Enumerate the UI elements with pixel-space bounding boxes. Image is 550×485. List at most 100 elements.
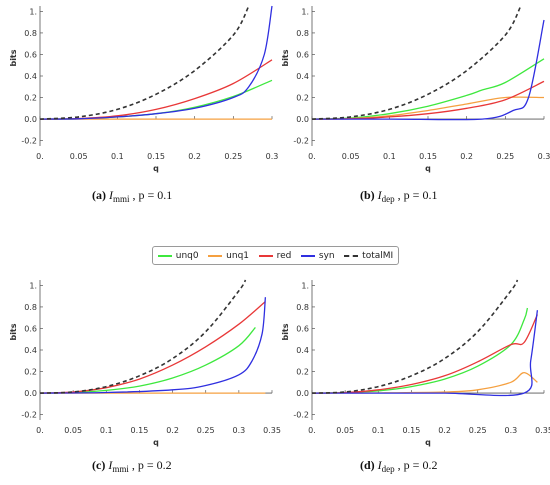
x-tick-label: 0.25: [224, 152, 242, 161]
plot-c: -0.2 0.0 0.2 0.4 0.6 0.8 1. 0. 0.05 0.1 0.15 0.2 0.2…: [9, 279, 281, 447]
caption-symbol: I: [377, 458, 382, 472]
y-tick-label: -0.2: [293, 411, 309, 420]
caption-rest: , p = 0.2: [397, 458, 438, 472]
legend-label: red: [276, 250, 292, 261]
y-tick-label: 0.0: [24, 389, 37, 398]
y-tick-label: 0.2: [296, 94, 309, 103]
caption-subscript: mmi: [112, 464, 129, 474]
legend-swatch-red: [258, 254, 273, 257]
x-tick-label: 0.: [308, 152, 316, 161]
series-line-syn: [39, 297, 267, 394]
y-tick-label: 1.: [29, 281, 37, 290]
y-tick-label: 0.4: [24, 346, 37, 355]
caption-subscript: mmi: [113, 194, 130, 204]
x-tick-label: 0.2: [460, 152, 473, 161]
x-tick-label: 0.2: [166, 426, 179, 435]
x-tick-label: 0.3: [266, 152, 279, 161]
y-tick-label: 0.4: [296, 72, 309, 81]
series-line-totalmi: [39, 5, 250, 120]
series-line-syn: [311, 19, 545, 121]
x-tick-label: 0.: [36, 426, 44, 435]
x-tick-label: 0.05: [336, 426, 354, 435]
caption-rest: , p = 0.1: [397, 188, 438, 202]
caption-tag: (a): [92, 188, 106, 202]
caption-symbol: I: [108, 458, 113, 472]
series-line-unq1: [311, 371, 538, 394]
y-tick-label: 1.: [29, 7, 37, 16]
x-tick-label: 0.3: [504, 426, 517, 435]
x-tick-label: 0.25: [496, 152, 514, 161]
y-tick-label: -0.2: [293, 137, 309, 146]
y-tick-label: -0.2: [21, 137, 37, 146]
caption-rest: , p = 0.1: [132, 188, 173, 202]
caption-tag: (b): [360, 188, 375, 202]
x-tick-label: 0.: [36, 152, 44, 161]
y-tick-label: 0.0: [24, 115, 37, 124]
x-tick-label: 0.15: [147, 152, 165, 161]
x-tick-label: 0.2: [438, 426, 451, 435]
series-line-syn: [39, 5, 273, 120]
caption-symbol: I: [377, 188, 382, 202]
x-tick-label: 0.1: [111, 152, 124, 161]
x-tick-label: 0.25: [469, 426, 487, 435]
y-tick-label: 0.0: [296, 115, 309, 124]
series-line-totalmi: [311, 279, 519, 394]
y-axis-label: bits: [281, 49, 290, 66]
caption-symbol: I: [109, 188, 113, 202]
series-line-totalmi: [39, 279, 247, 394]
caption-tag: (c): [92, 458, 106, 472]
x-tick-label: 0.35: [535, 426, 550, 435]
caption-c: (c) Immi , p = 0.2: [92, 458, 172, 474]
y-tick-label: 0.6: [296, 50, 309, 59]
x-tick-label: 0.15: [403, 426, 421, 435]
x-tick-label: 0.15: [419, 152, 437, 161]
legend-item-unq1: unq1: [208, 251, 249, 261]
x-tick-label: 0.05: [70, 152, 88, 161]
y-tick-label: 1.: [301, 281, 309, 290]
legend-item-unq0: unq0: [157, 250, 199, 261]
plot-a: -0.2 0.0 0.2 0.4 0.6 0.8 1. 0. 0.05 0.1 0.15 0.2 0.2…: [9, 5, 279, 173]
x-axis-label: q: [425, 438, 431, 447]
y-tick-label: 0.6: [24, 50, 37, 59]
legend-label: totalMI: [362, 250, 394, 261]
legend-label: syn: [318, 250, 335, 261]
caption-rest: , p = 0.2: [131, 458, 172, 472]
caption-subscript: dep: [381, 194, 395, 204]
legend-item-red: red: [258, 250, 292, 261]
x-axis-label: q: [153, 164, 159, 173]
y-tick-label: 0.0: [296, 389, 309, 398]
caption-a: (a) Immi , p = 0.1: [92, 188, 172, 204]
y-tick-label: 0.8: [296, 29, 309, 38]
x-tick-label: 0.35: [263, 426, 281, 435]
caption-tag: (d): [360, 458, 375, 472]
y-tick-label: 0.6: [24, 324, 37, 333]
y-tick-label: 0.2: [24, 94, 37, 103]
plot-d: -0.2 0.0 0.2 0.4 0.6 0.8 1. 0. 0.05 0.1 0.15 0.2 0.2…: [281, 279, 550, 447]
legend: unq0 unq1 red syn totalMI: [152, 246, 399, 265]
x-tick-label: 0.05: [64, 426, 82, 435]
legend-item-totalmi: totalMI: [344, 251, 393, 261]
x-tick-label: 0.3: [538, 152, 550, 161]
x-tick-label: 0.1: [372, 426, 385, 435]
legend-swatch-unq1: [208, 254, 223, 257]
x-tick-label: 0.3: [232, 426, 245, 435]
y-tick-label: -0.2: [21, 411, 37, 420]
caption-d: (d) Idep , p = 0.2: [360, 458, 437, 474]
series-line-unq1: [311, 96, 545, 120]
series-line-totalmi: [311, 5, 522, 120]
x-tick-label: 0.1: [100, 426, 113, 435]
legend-label: unq0: [175, 250, 199, 261]
legend-swatch-unq0: [157, 254, 172, 257]
y-tick-label: 1.: [301, 7, 309, 16]
x-tick-label: 0.15: [131, 426, 149, 435]
series-line-red: [39, 59, 273, 120]
y-tick-label: 0.8: [24, 29, 37, 38]
y-axis-label: bits: [9, 323, 18, 340]
series-line-red: [311, 314, 538, 394]
legend-label: unq1: [226, 250, 250, 261]
y-tick-label: 0.8: [296, 303, 309, 312]
caption-b: (b) Idep , p = 0.1: [360, 188, 437, 204]
series-line-unq0: [39, 326, 256, 394]
y-axis-label: bits: [281, 323, 290, 340]
